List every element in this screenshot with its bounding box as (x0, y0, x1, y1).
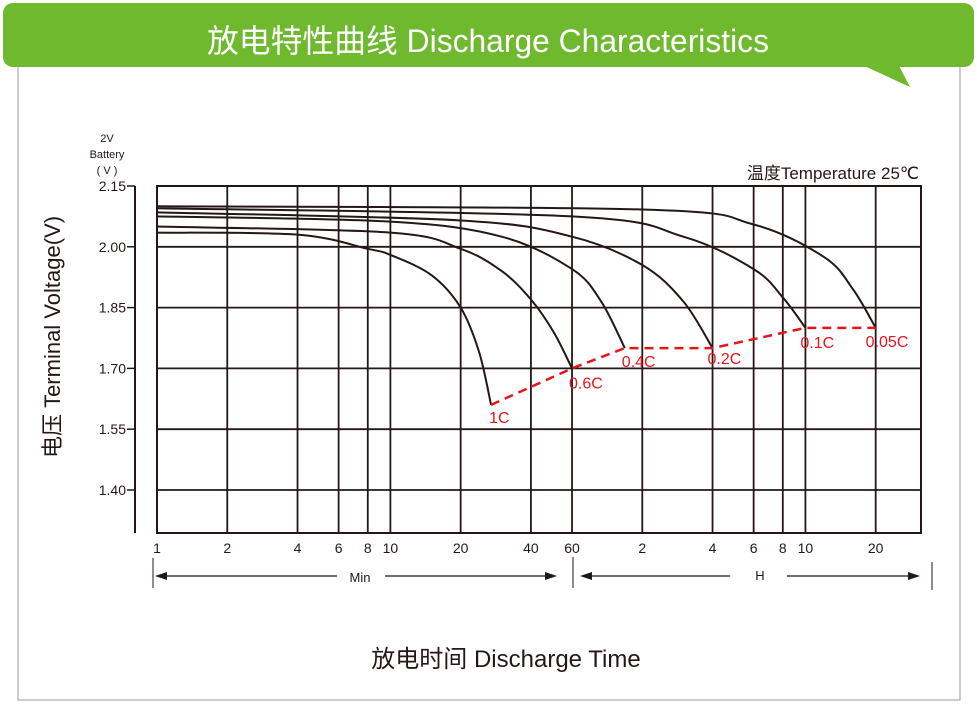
x-tick-label: 4 (294, 540, 302, 556)
temperature-annotation: 温度Temperature 25℃ (747, 164, 919, 183)
y-tick-label: 1.85 (99, 300, 126, 316)
x-tick-label: 1 (153, 540, 161, 556)
y-tick-label: 2.00 (99, 239, 126, 255)
curve-label: 0.2C (708, 351, 742, 368)
x-tick-label: 20 (453, 540, 469, 556)
y-tick-label: 1.40 (99, 482, 126, 498)
x-tick-label: 10 (383, 540, 399, 556)
curve-label: 0.1C (800, 335, 834, 352)
curve-label: 0.05C (866, 334, 909, 351)
curves: 1C 0.6C 0.4C 0.2C 0.1C 0.05C (156, 205, 909, 427)
banner-tail (860, 64, 910, 87)
discharge-curve-0_05C (156, 205, 877, 329)
y-unit-line: 2V (100, 133, 114, 145)
x-tick-label: 20 (868, 540, 884, 556)
x-axis: 1 2 4 6 8 10 20 40 60 2 4 6 8 10 20 (153, 540, 884, 556)
arrow-left-icon (580, 572, 592, 580)
curve-label: 0.6C (569, 375, 603, 392)
x-range-arrows: Min H (152, 557, 933, 590)
y-tick-label: 1.55 (99, 421, 126, 437)
curve-label: 1C (489, 410, 509, 427)
discharge-curve-0_2C (156, 211, 714, 349)
arrow-right-icon (545, 572, 557, 580)
x-tick-label: 8 (779, 540, 787, 556)
y-axis-label: 电压 Terminal Voltage(V) (40, 216, 65, 458)
arrow-left-icon (155, 572, 167, 580)
y-unit-line: Battery (90, 149, 125, 161)
x-tick-label: 8 (364, 540, 372, 556)
x-tick-label: 10 (798, 540, 814, 556)
discharge-curve-0_6C (156, 225, 573, 369)
y-unit-line: ( V ) (97, 165, 118, 177)
x-tick-label: 2 (223, 540, 231, 556)
grid (156, 185, 922, 534)
plot-border (156, 185, 922, 534)
curve-label: 0.4C (622, 354, 656, 371)
y-tick-label: 2.15 (99, 178, 126, 194)
x-tick-label: 40 (523, 540, 539, 556)
x-tick-label: 6 (750, 540, 758, 556)
frame (17, 59, 961, 701)
discharge-curve-0_4C (156, 215, 626, 349)
x-axis-label: 放电时间 Discharge Time (371, 646, 640, 673)
x-tick-label: 2 (638, 540, 646, 556)
x-tick-label: 60 (564, 540, 580, 556)
range-label-min: Min (350, 570, 371, 585)
range-label-hours: H (755, 568, 764, 583)
chart-title: 放电特性曲线 Discharge Characteristics (207, 23, 769, 59)
x-tick-label: 4 (709, 540, 717, 556)
x-tick-label: 6 (335, 540, 343, 556)
y-tick-label: 1.70 (99, 360, 126, 376)
header-banner: 放电特性曲线 Discharge Characteristics (3, 3, 974, 87)
banner-bg (3, 3, 974, 67)
discharge-curve-1C (156, 231, 493, 406)
discharge-curve-0_1C (156, 207, 807, 329)
arrow-right-icon (908, 572, 920, 580)
y-axis: 2.15 2.00 1.85 1.70 1.55 1.40 (99, 178, 136, 533)
